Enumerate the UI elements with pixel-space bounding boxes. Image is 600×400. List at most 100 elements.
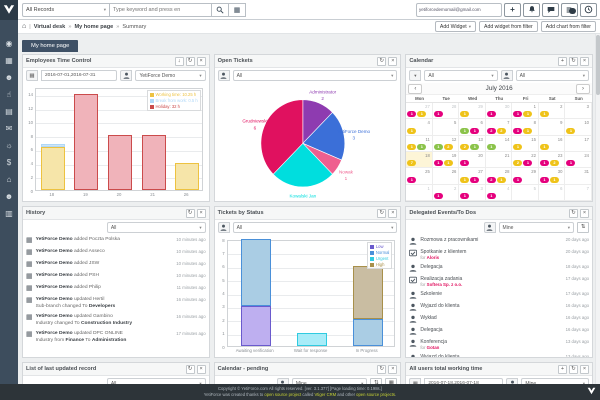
event-pill[interactable]: 7	[407, 160, 417, 167]
logs-module-icon[interactable]: ▥	[5, 209, 13, 218]
tickets-filter-select[interactable]: All ▾	[232, 222, 398, 233]
calendar-day-6[interactable]: 6	[538, 184, 566, 201]
calendar-day-26[interactable]: 26	[432, 168, 460, 185]
event-item[interactable]: Wyjazd do klienta 13 days ago	[406, 352, 592, 357]
owner-filter-select[interactable]: All ▾	[232, 70, 398, 81]
event-pill[interactable]: 1	[513, 144, 523, 150]
event-item[interactable]: Rozmowa z pracownikami 20 days ago	[406, 235, 592, 247]
event-pill[interactable]: 1	[433, 144, 443, 150]
event-pill[interactable]: 1	[470, 144, 480, 150]
event-item[interactable]: Spotkanie z klientem for Aloris 20 days ag…	[406, 247, 592, 262]
calendar-day-11[interactable]: 11 1 1	[406, 135, 433, 152]
plus-button[interactable]: +	[558, 56, 567, 66]
history-item[interactable]: ▦ YetiForce Demo added Poczta Polska 10 mi…	[23, 235, 209, 247]
event-pill[interactable]: 1	[566, 160, 576, 167]
bar-segment[interactable]	[352, 265, 383, 320]
event-pill[interactable]: 2	[460, 144, 470, 150]
event-pill[interactable]: 2	[443, 144, 453, 150]
event-item[interactable]: Wyjazd do klienta 16 days ago	[406, 301, 592, 313]
breadcrumb-summary[interactable]: Summary	[122, 23, 147, 30]
tab-my-home-page[interactable]: My home page	[22, 40, 79, 52]
calendar-day-28[interactable]: 28 1	[432, 103, 460, 120]
bar-segment[interactable]	[175, 162, 200, 190]
event-item[interactable]: Delegacja 16 days ago	[406, 325, 592, 337]
calendar-day-5[interactable]: 5	[512, 184, 539, 201]
pie-slice-kowalski-jan[interactable]	[272, 142, 333, 188]
calendar-icon[interactable]: ▦	[26, 70, 38, 81]
watchdog-menu-button[interactable]	[561, 2, 578, 17]
refresh-button[interactable]: ↻	[377, 364, 387, 374]
event-pill[interactable]: 2	[486, 176, 496, 183]
event-pill[interactable]: 1	[407, 111, 417, 118]
event-pill[interactable]: 1	[549, 176, 559, 183]
event-pill[interactable]: 1	[486, 193, 496, 199]
event-pill[interactable]: 1	[486, 111, 496, 118]
event-item[interactable]: Konferencja for Gotan 13 days ago	[406, 337, 592, 352]
calendar-day-18[interactable]: 18 7	[406, 152, 433, 169]
close-button[interactable]: ×	[196, 364, 206, 374]
events-owner-select[interactable]: Mine ▾	[498, 222, 574, 233]
scrollbar[interactable]	[595, 34, 600, 384]
calendar-day-21[interactable]: 21	[485, 152, 513, 169]
event-pill[interactable]: 1	[470, 127, 480, 134]
calendar-day-20[interactable]: 20 1	[459, 152, 486, 169]
calendar-day-25[interactable]: 25 1	[406, 168, 433, 185]
calendar-day-27[interactable]: 27 1 1	[406, 103, 433, 120]
calendar-day-27[interactable]: 27 1 1	[459, 168, 486, 185]
user-filter-select[interactable]: YetiForce Demo ▾	[135, 70, 206, 81]
finance-module-icon[interactable]: $	[6, 158, 12, 167]
pie-slice-yetiforce-demo[interactable]	[301, 111, 345, 161]
close-button[interactable]: ×	[580, 208, 589, 218]
event-pill[interactable]: 1	[407, 127, 417, 134]
refresh-button[interactable]: ↻	[377, 208, 387, 218]
refresh-button[interactable]: ↻	[185, 208, 195, 218]
history-item[interactable]: ▦ YetiForce Demo added Asseco 10 minutes a…	[23, 247, 209, 259]
close-button[interactable]: ×	[580, 364, 589, 374]
event-pill[interactable]: 1	[433, 160, 443, 167]
event-pill[interactable]: 1	[407, 144, 417, 150]
download-button[interactable]: ↓	[174, 56, 184, 66]
calendar-day-3[interactable]: 3	[565, 103, 592, 120]
event-pill[interactable]: 1	[523, 160, 533, 167]
bar-segment[interactable]	[40, 147, 65, 190]
calendar-day-5[interactable]: 5	[432, 119, 460, 136]
search-button[interactable]	[212, 2, 229, 17]
breadcrumb-my-home-page[interactable]: My home page	[74, 23, 114, 30]
bar-segment[interactable]	[141, 135, 166, 190]
calendar-day-12[interactable]: 12 1 2	[432, 135, 460, 152]
user-email-field[interactable]	[416, 2, 502, 17]
next-month-button[interactable]: ›	[576, 83, 590, 94]
event-pill[interactable]: 1	[460, 160, 470, 167]
quick-create-button[interactable]: +	[504, 2, 521, 17]
refresh-button[interactable]: ↻	[185, 364, 195, 374]
event-pill[interactable]: 1	[460, 176, 470, 183]
plus-button[interactable]: +	[558, 364, 567, 374]
support-module-icon[interactable]: ✉	[5, 124, 13, 133]
refresh-button[interactable]: ↻	[569, 208, 578, 218]
advanced-search-button[interactable]: ▦	[229, 2, 246, 17]
calendar-day-19[interactable]: 19 1 1	[432, 152, 460, 169]
event-pill[interactable]: 1	[460, 193, 470, 199]
event-pill[interactable]: 1	[523, 127, 533, 134]
bar-segment[interactable]	[240, 305, 271, 346]
calendar-type-filter-select[interactable]: All ▾	[424, 70, 498, 81]
calendar-day-7[interactable]: 7	[565, 184, 592, 201]
history-item[interactable]: ▦ YetiForce Demo updated Hertil Sub-branch…	[23, 295, 209, 312]
close-button[interactable]: ×	[196, 56, 206, 66]
calendar-day-29[interactable]: 29 1	[512, 168, 539, 185]
footer-link[interactable]: open source projects	[356, 392, 396, 398]
refresh-button[interactable]: ↻	[569, 364, 578, 374]
event-pill[interactable]: 1	[433, 111, 443, 118]
event-item[interactable]: Wykład 16 days ago	[406, 313, 592, 325]
event-pill[interactable]: 2	[496, 127, 506, 134]
prev-month-button[interactable]: ‹	[408, 83, 423, 94]
add-widget-from-filter-button[interactable]: Add widget from filter	[479, 21, 538, 32]
history-item[interactable]: ▦ YetiForce Demo updated DPC ONLINE Indust…	[23, 329, 209, 346]
refresh-button[interactable]: ↻	[377, 56, 387, 66]
